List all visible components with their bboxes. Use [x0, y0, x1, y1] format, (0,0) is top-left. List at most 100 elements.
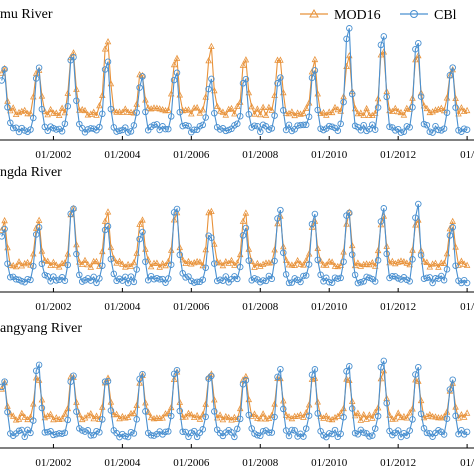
data-point — [139, 73, 146, 80]
data-point — [463, 261, 471, 268]
data-point — [314, 256, 321, 264]
data-point — [397, 257, 405, 264]
data-point — [423, 274, 431, 282]
data-point — [314, 106, 321, 114]
data-point — [360, 278, 367, 285]
data-point — [219, 108, 227, 115]
data-point — [254, 414, 261, 421]
series-line — [1, 360, 468, 439]
data-point — [415, 200, 422, 208]
data-point — [449, 376, 456, 383]
data-point — [53, 414, 60, 421]
data-point — [291, 427, 298, 434]
data-point — [4, 103, 11, 111]
data-point — [377, 363, 385, 371]
panel-title: mu River — [0, 7, 53, 22]
data-point — [242, 377, 250, 384]
data-point — [446, 225, 454, 232]
data-point — [35, 361, 43, 369]
data-point — [124, 413, 132, 421]
data-point — [343, 35, 350, 43]
data-point — [366, 260, 373, 268]
data-point — [93, 427, 100, 435]
data-point — [188, 110, 195, 117]
data-point — [202, 264, 209, 271]
data-point — [122, 432, 129, 440]
data-point — [423, 121, 431, 129]
data-point — [308, 371, 316, 379]
data-point — [360, 429, 367, 436]
data-point — [199, 121, 207, 129]
series-line — [1, 208, 468, 269]
data-point — [113, 410, 120, 417]
data-point — [268, 125, 276, 132]
data-point — [354, 409, 362, 416]
data-point — [15, 415, 23, 422]
data-point — [179, 256, 186, 263]
data-point — [348, 405, 356, 412]
data-point — [371, 262, 379, 269]
data-point — [337, 274, 344, 282]
data-point — [119, 412, 126, 420]
data-point — [460, 260, 468, 267]
data-point — [176, 251, 184, 259]
data-point — [165, 125, 172, 133]
data-point — [202, 93, 209, 100]
data-point — [101, 378, 109, 385]
data-point — [147, 413, 155, 421]
data-point — [44, 257, 51, 264]
data-point — [147, 263, 155, 270]
data-point — [165, 428, 172, 435]
data-point — [202, 413, 209, 421]
data-point — [248, 257, 255, 265]
data-point — [1, 378, 8, 385]
series-line — [1, 28, 468, 134]
data-point — [208, 75, 215, 83]
data-point — [455, 261, 462, 268]
data-point — [205, 57, 212, 64]
data-point — [130, 278, 138, 286]
x-tick-label: 01/2002 — [35, 301, 71, 313]
data-point — [325, 257, 333, 265]
data-point — [211, 86, 218, 94]
data-point — [409, 416, 416, 423]
data-point — [277, 206, 284, 214]
data-point — [130, 430, 138, 437]
data-point — [50, 258, 57, 265]
data-point — [257, 128, 264, 136]
data-point — [225, 413, 232, 421]
data-point — [285, 432, 293, 440]
data-point — [463, 126, 471, 133]
data-point — [96, 415, 103, 423]
data-point — [377, 375, 385, 382]
data-point — [383, 399, 390, 407]
data-point — [27, 276, 34, 284]
x-tick-label: 01/2006 — [173, 149, 210, 161]
data-point — [325, 430, 333, 437]
data-point — [110, 255, 118, 262]
x-tick-label: 01/2010 — [311, 457, 348, 469]
data-point — [458, 104, 465, 111]
data-point — [55, 111, 63, 118]
data-point — [291, 261, 298, 269]
data-point — [412, 221, 419, 228]
x-tick-label: 01/2004 — [104, 149, 141, 161]
data-point — [58, 415, 66, 422]
data-point — [323, 412, 330, 419]
data-point — [328, 415, 336, 423]
data-point — [285, 121, 293, 129]
data-point — [334, 105, 342, 113]
data-point — [182, 413, 189, 420]
legend-label: MOD16 — [334, 8, 381, 23]
data-point — [96, 262, 103, 269]
data-point — [354, 431, 362, 438]
legend-label: CBl — [434, 8, 457, 23]
data-point — [176, 108, 184, 116]
data-point — [185, 106, 192, 113]
data-point — [44, 111, 51, 118]
data-point — [366, 411, 373, 418]
data-point — [285, 279, 293, 287]
data-point — [392, 415, 399, 422]
data-point — [320, 108, 327, 116]
data-point — [389, 107, 396, 114]
